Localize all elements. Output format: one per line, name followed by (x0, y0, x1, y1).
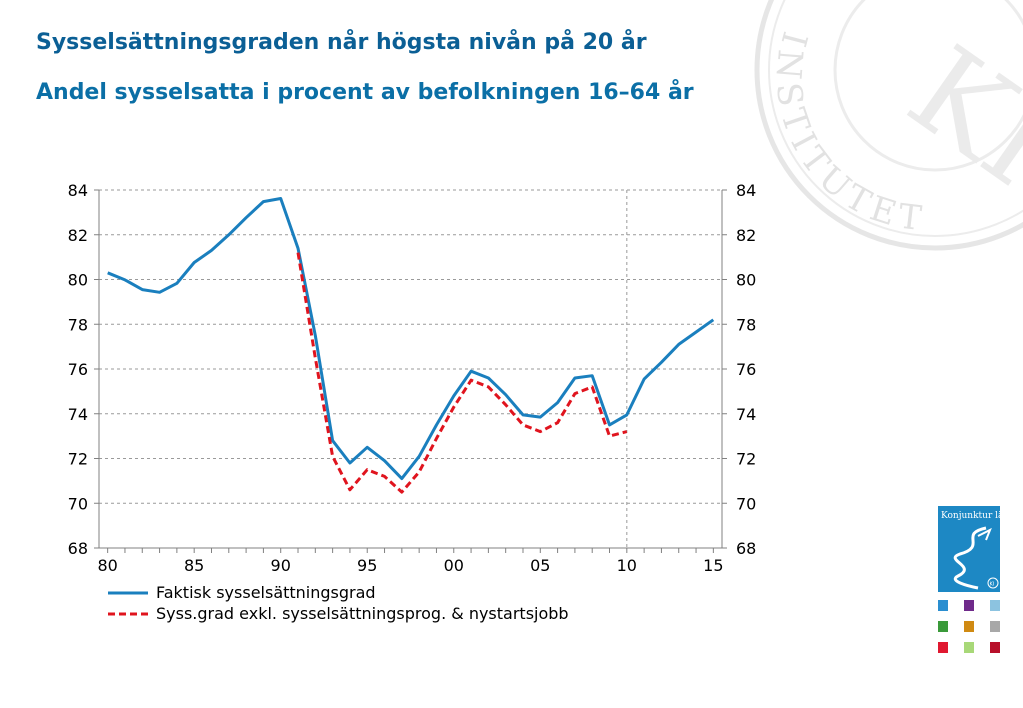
konjunkturlaget-cover-thumbnail: Konjunktur läget KI (938, 506, 1000, 592)
chart-title: Sysselsättningsgraden når högsta nivån p… (36, 30, 647, 55)
y-tick-label-right: 76 (736, 360, 756, 379)
legend-label-actual: Faktisk sysselsättningsgrad (156, 583, 376, 602)
y-tick-label-left: 78 (68, 315, 88, 334)
swatch-lightblue (990, 600, 1000, 611)
cover-title: Konjunktur läget (941, 511, 1000, 521)
legend-dashed-line-swatch (108, 612, 148, 615)
y-tick-label-left: 68 (68, 539, 88, 558)
swatch-blue (938, 600, 948, 611)
x-tick-label: 05 (530, 556, 550, 575)
y-tick-label-right: 70 (736, 494, 756, 513)
swatch-limegreen (964, 642, 974, 653)
swatch-green (938, 621, 948, 632)
cover-badge: KI (990, 582, 995, 588)
y-tick-label-right: 82 (736, 226, 756, 245)
swatch-crimson (990, 642, 1000, 653)
y-tick-label-left: 74 (68, 405, 88, 424)
series-line-actual (107, 197, 715, 481)
legend-solid-line-swatch (108, 591, 148, 594)
x-tick-label: 85 (184, 556, 204, 575)
y-tick-label-left: 84 (68, 181, 88, 200)
y-tick-label-left: 80 (68, 271, 88, 290)
swatch-red (938, 642, 948, 653)
swatch-purple (964, 600, 974, 611)
chart-subtitle: Andel sysselsatta i procent av befolknin… (36, 80, 694, 105)
institute-seal-watermark: INSTITUTET KI (754, 0, 1023, 251)
y-tick-label-right: 84 (736, 181, 756, 200)
y-tick-label-right: 68 (736, 539, 756, 558)
y-tick-label-right: 74 (736, 405, 756, 424)
x-tick-label: 95 (357, 556, 377, 575)
y-tick-label-right: 78 (736, 315, 756, 334)
legend-item-excl-programs: Syss.grad exkl. sysselsättningsprog. & n… (108, 603, 569, 624)
legend-label-excl-programs: Syss.grad exkl. sysselsättningsprog. & n… (156, 604, 569, 623)
x-tick-label: 90 (271, 556, 291, 575)
x-tick-label: 00 (444, 556, 464, 575)
swatch-orange (964, 621, 974, 632)
chart-legend: Faktisk sysselsättningsgrad Syss.grad ex… (108, 582, 569, 624)
y-tick-label-right: 72 (736, 450, 756, 469)
x-tick-label: 15 (703, 556, 723, 575)
y-tick-label-left: 70 (68, 494, 88, 513)
y-tick-label-left: 72 (68, 450, 88, 469)
x-tick-label: 10 (617, 556, 637, 575)
swatch-grey (990, 621, 1000, 632)
x-tick-label: 80 (97, 556, 117, 575)
y-tick-label-left: 82 (68, 226, 88, 245)
y-tick-label-right: 80 (736, 271, 756, 290)
series-line-excl-programs (296, 252, 628, 494)
y-tick-label-left: 76 (68, 360, 88, 379)
legend-item-actual: Faktisk sysselsättningsgrad (108, 582, 569, 603)
